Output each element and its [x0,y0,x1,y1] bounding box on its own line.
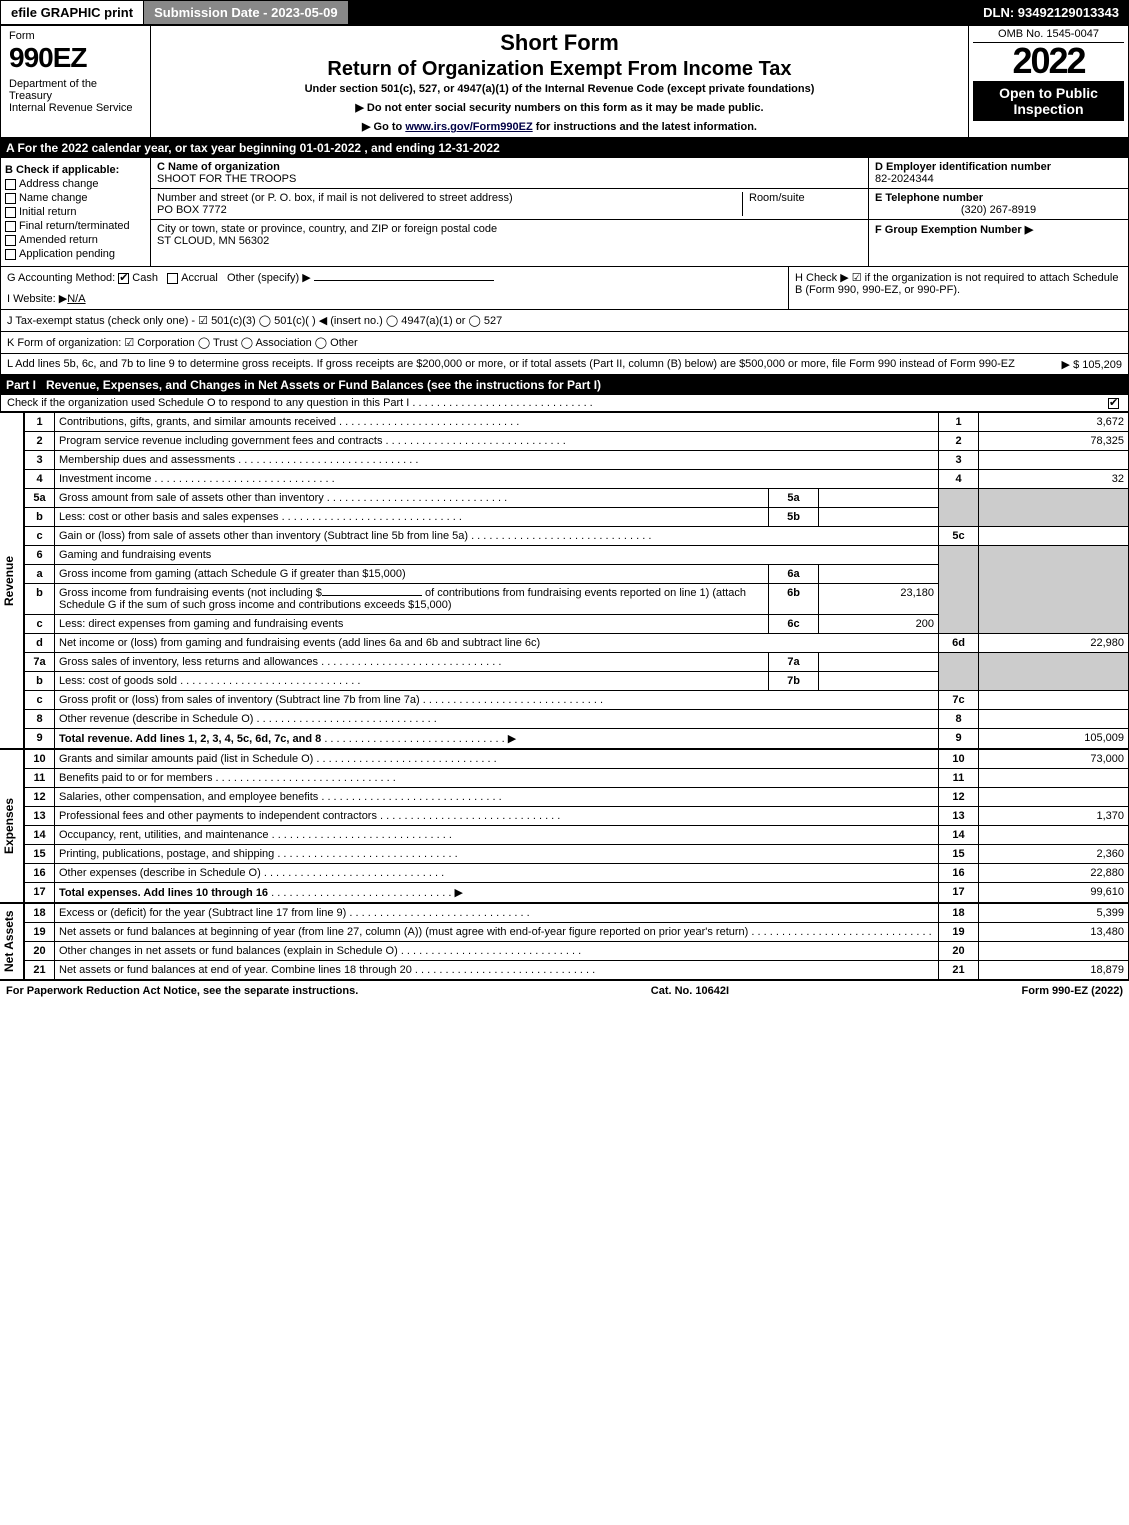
gross-receipts: ▶ $ 105,209 [1062,358,1122,371]
expenses-table: 10Grants and similar amounts paid (list … [24,749,1129,903]
tax-year: 2022 [973,43,1124,79]
header-center: Short Form Return of Organization Exempt… [151,26,968,137]
ein: 82-2024344 [875,173,934,185]
efile-link[interactable]: efile GRAPHIC print [0,0,144,25]
footer-mid: Cat. No. 10642I [651,985,729,997]
phone: (320) 267-8919 [875,204,1122,216]
street: PO BOX 7772 [157,204,227,216]
submission-date: Submission Date - 2023-05-09 [144,1,348,24]
header-right: OMB No. 1545-0047 2022 Open to Public In… [968,26,1128,137]
note-ssn: ▶ Do not enter social security numbers o… [159,101,960,114]
irs-link[interactable]: www.irs.gov/Form990EZ [405,121,532,133]
org-name: SHOOT FOR THE TROOPS [157,173,296,185]
expenses-side-label: Expenses [0,749,24,903]
form-label: Form [9,30,142,42]
street-label: Number and street (or P. O. box, if mail… [157,192,513,204]
chk-final[interactable]: Final return/terminated [5,220,146,232]
box-c: C Name of organization SHOOT FOR THE TRO… [151,158,868,266]
room-suite-label: Room/suite [742,192,862,216]
org-name-label: C Name of organization [157,161,280,173]
dept-label: Department of the Treasury Internal Reve… [9,78,142,114]
city-label: City or town, state or province, country… [157,223,497,235]
info-grid: B Check if applicable: Address change Na… [0,158,1129,267]
footer-left: For Paperwork Reduction Act Notice, see … [6,985,358,997]
form-header: Form 990EZ Department of the Treasury In… [0,25,1129,138]
chk-name[interactable]: Name change [5,192,146,204]
phone-label: E Telephone number [875,192,983,204]
chk-pending[interactable]: Application pending [5,248,146,260]
revenue-side-label: Revenue [0,412,24,749]
info-right: D Employer identification number 82-2024… [868,158,1128,266]
netassets-side-label: Net Assets [0,903,24,980]
website: N/A [67,293,85,305]
footer-right: Form 990-EZ (2022) [1022,985,1123,997]
subtitle: Under section 501(c), 527, or 4947(a)(1)… [159,83,960,95]
row-l: L Add lines 5b, 6c, and 7b to line 9 to … [0,354,1129,375]
netassets-table: 18Excess or (deficit) for the year (Subt… [24,903,1129,980]
row-g-h: G Accounting Method: Cash Accrual Other … [0,267,1129,310]
row-h: H Check ▶ ☑ if the organization is not r… [788,267,1128,309]
chk-cash[interactable] [118,273,129,284]
row-j: J Tax-exempt status (check only one) - ☑… [0,310,1129,332]
note-goto: ▶ Go to www.irs.gov/Form990EZ for instru… [159,120,960,133]
box-b-title: B Check if applicable: [5,164,146,176]
revenue-table: 1Contributions, gifts, grants, and simil… [24,412,1129,749]
group-exemption-label: F Group Exemption Number ▶ [875,224,1033,236]
section-a: A For the 2022 calendar year, or tax yea… [0,138,1129,158]
chk-initial[interactable]: Initial return [5,206,146,218]
row-k: K Form of organization: ☑ Corporation ◯ … [0,332,1129,354]
chk-amended[interactable]: Amended return [5,234,146,246]
topbar: efile GRAPHIC print Submission Date - 20… [0,0,1129,25]
dln: DLN: 93492129013343 [973,1,1129,24]
chk-address[interactable]: Address change [5,178,146,190]
chk-schedule-o[interactable] [1108,398,1119,409]
box-b: B Check if applicable: Address change Na… [1,158,151,266]
open-inspection: Open to Public Inspection [973,81,1124,121]
return-title: Return of Organization Exempt From Incom… [159,58,960,81]
chk-accrual[interactable] [167,273,178,284]
ein-label: D Employer identification number [875,161,1051,173]
part-1-header: Part I Revenue, Expenses, and Changes in… [0,375,1129,395]
website-label: I Website: ▶ [7,293,67,305]
form-number: 990EZ [9,42,142,74]
accounting-label: G Accounting Method: [7,272,115,284]
footer: For Paperwork Reduction Act Notice, see … [0,980,1129,1001]
header-left: Form 990EZ Department of the Treasury In… [1,26,151,137]
short-form-title: Short Form [159,30,960,56]
city: ST CLOUD, MN 56302 [157,235,269,247]
part-1-sub: Check if the organization used Schedule … [0,395,1129,412]
